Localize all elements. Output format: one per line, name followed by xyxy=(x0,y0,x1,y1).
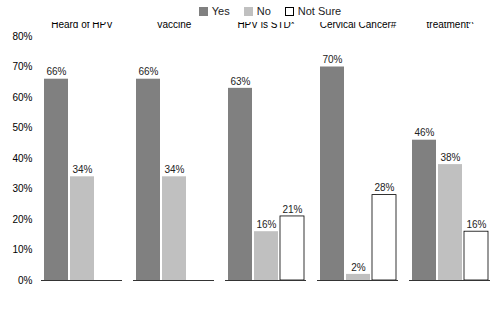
svg-text:10%: 10% xyxy=(12,244,32,255)
svg-text:16%: 16% xyxy=(466,219,486,230)
svg-text:34%: 34% xyxy=(72,164,92,175)
svg-text:60%: 60% xyxy=(12,92,32,103)
svg-text:HPV is STD*: HPV is STD* xyxy=(237,22,294,30)
svg-text:30%: 30% xyxy=(12,183,32,194)
svg-text:0%: 0% xyxy=(18,275,33,286)
svg-text:20%: 20% xyxy=(12,214,32,225)
svg-text:46%: 46% xyxy=(414,127,434,138)
svg-text:38%: 38% xyxy=(440,152,460,163)
svg-text:2%: 2% xyxy=(351,262,366,273)
svg-text:16%: 16% xyxy=(256,219,276,230)
svg-text:80%: 80% xyxy=(12,31,32,42)
html-text:Not Sure: Not Sure xyxy=(297,5,342,17)
svg-text:34%: 34% xyxy=(164,164,184,175)
svg-text:28%: 28% xyxy=(374,182,394,193)
svg-text:66%: 66% xyxy=(46,66,66,77)
svg-text:HPV causesCervical Cancer#: HPV causesCervical Cancer# xyxy=(320,22,397,30)
svg-text:40%: 40% xyxy=(12,153,32,164)
svg-text:50%: 50% xyxy=(12,122,32,133)
svg-text:21%: 21% xyxy=(282,204,302,215)
svg-text:63%: 63% xyxy=(230,76,250,87)
html-text:Yes: Yes xyxy=(211,5,230,17)
svg-text:70%: 70% xyxy=(322,54,342,65)
svg-text:70%: 70% xyxy=(12,61,32,72)
svg-text:Heard of HPV: Heard of HPV xyxy=(51,22,113,30)
svg-text:Heard of HPVVaccine: Heard of HPVVaccine xyxy=(143,22,205,30)
html-text:No: No xyxy=(256,5,271,17)
svg-text:HPVgoes awaywithouttreatment^: HPVgoes awaywithouttreatment^ xyxy=(416,22,484,30)
svg-text:66%: 66% xyxy=(138,66,158,77)
